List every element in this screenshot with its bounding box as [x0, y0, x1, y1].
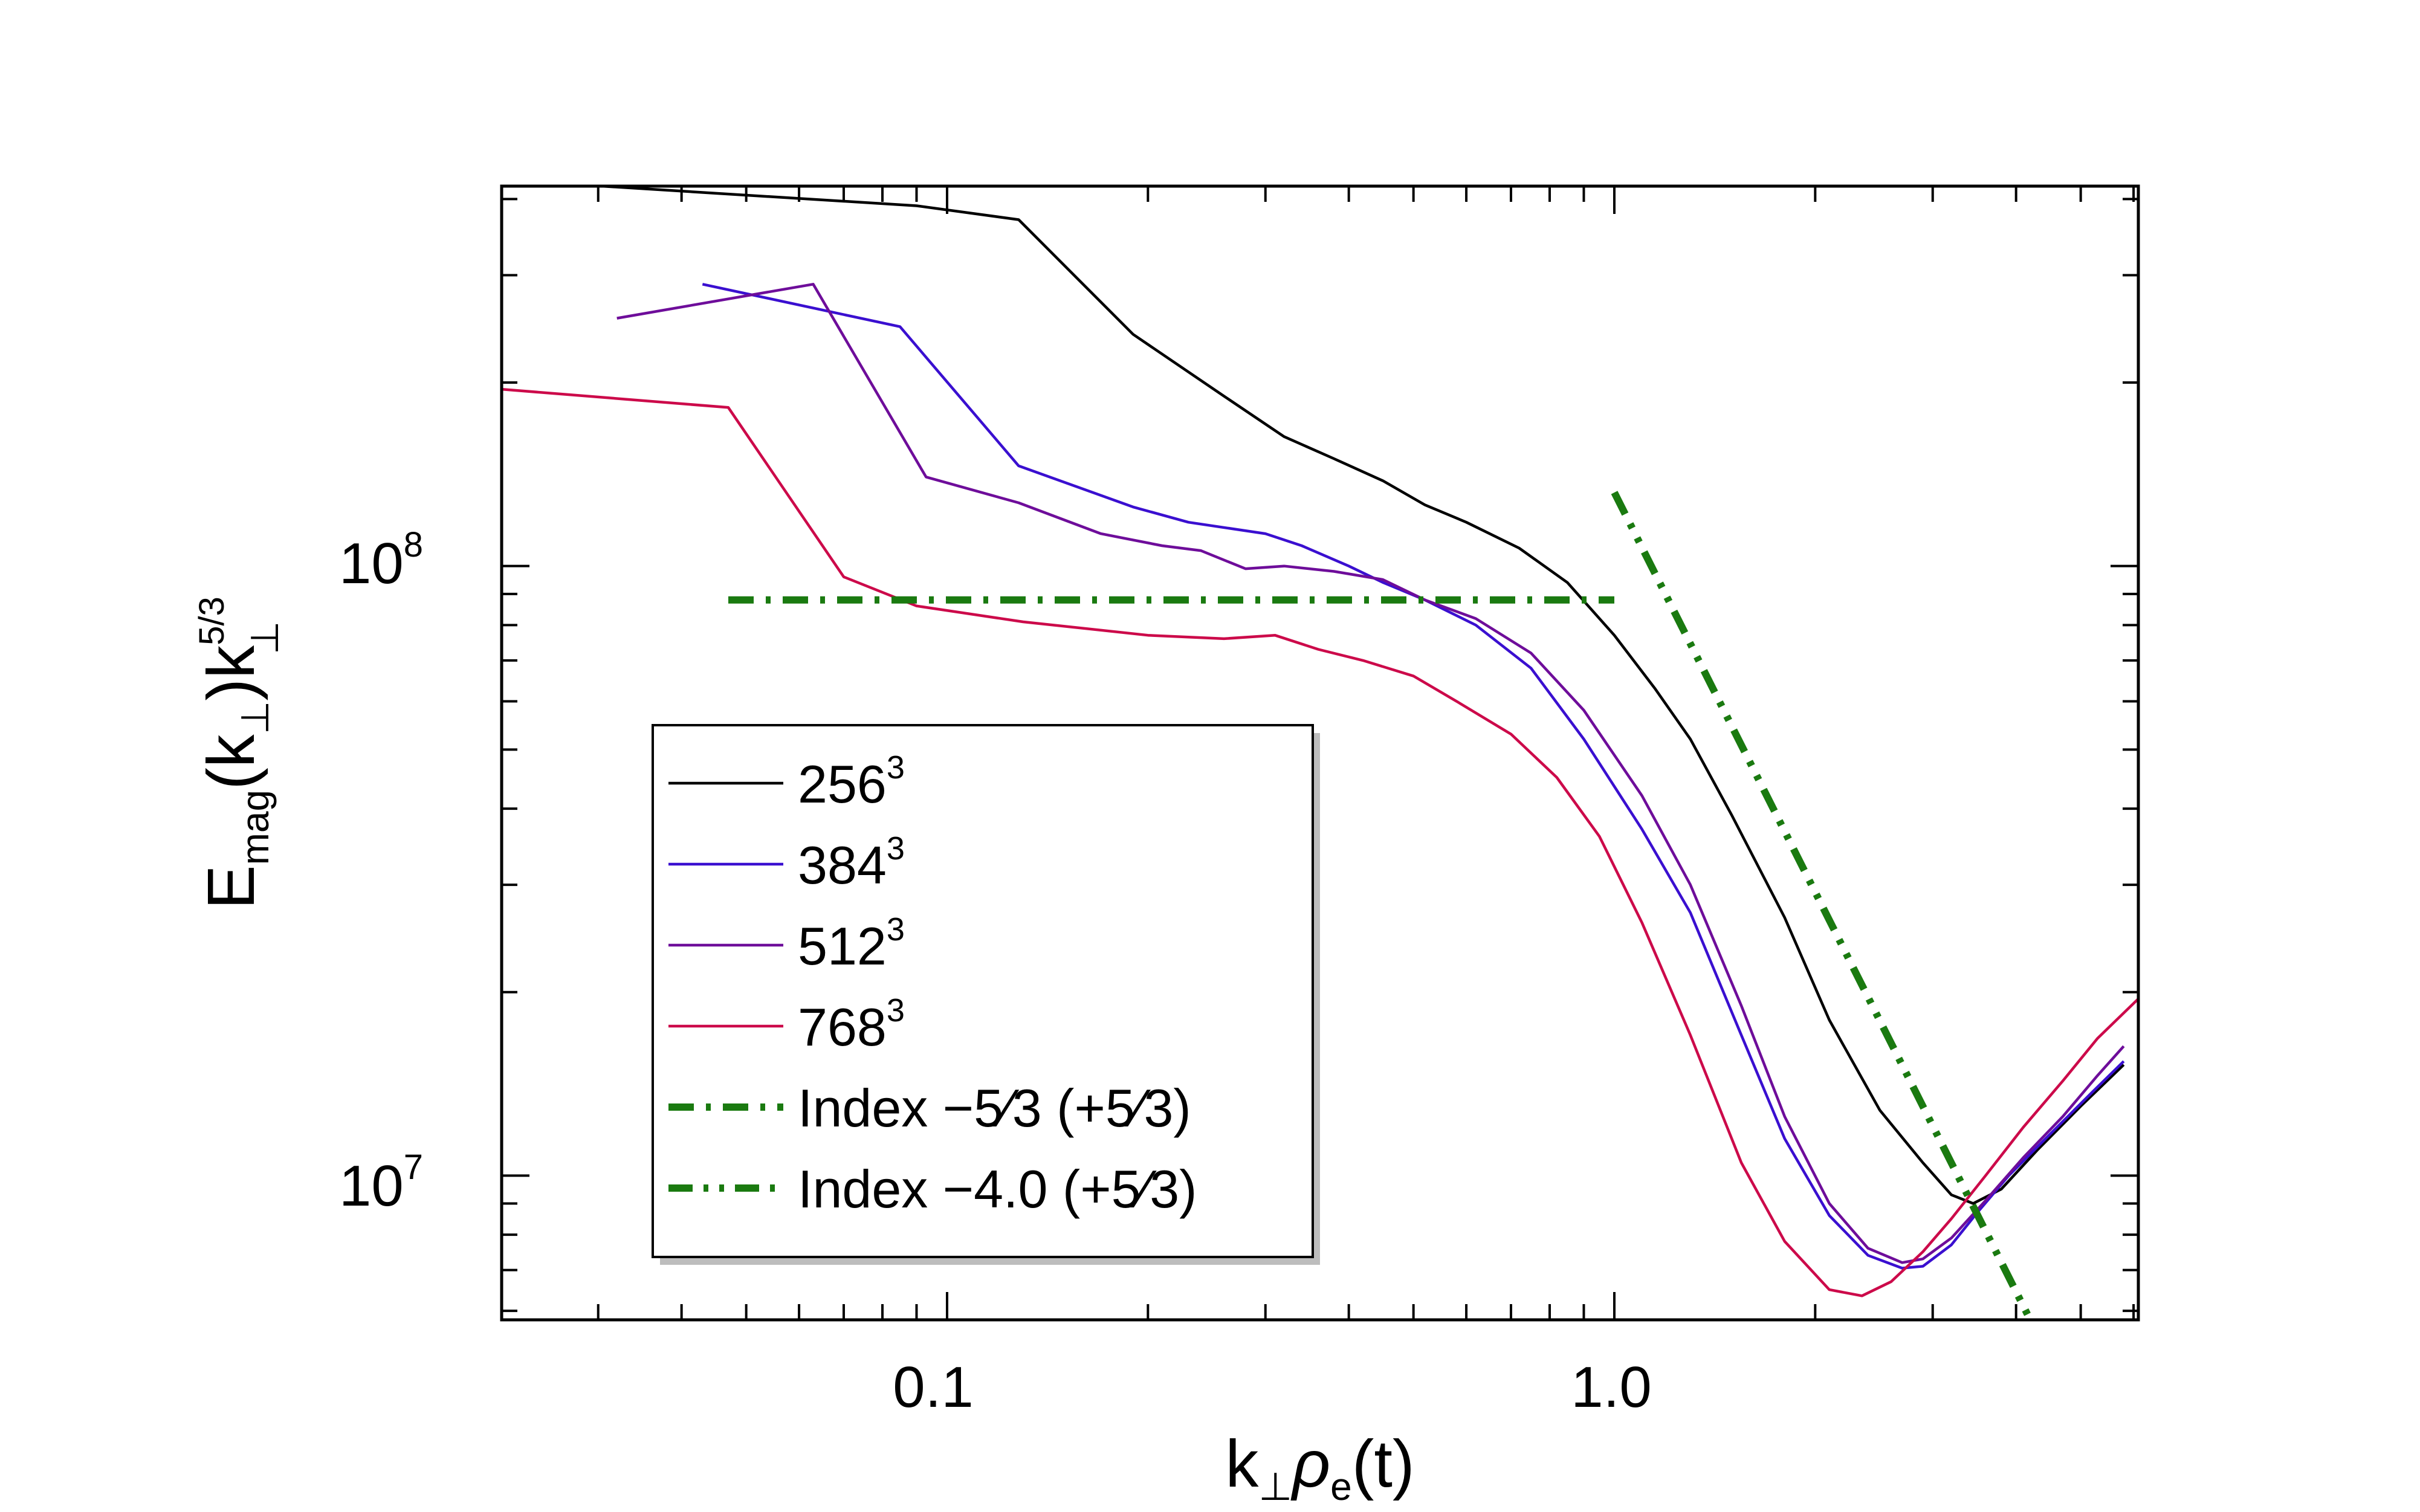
legend-label-0: 2563 [798, 749, 905, 814]
y-tick-base: 10 [339, 1154, 404, 1218]
legend: 2563 3843 5123 7683 Index −5⁄3 (+5⁄3) Index −… [652, 724, 1320, 1265]
series-layer [502, 186, 2138, 1320]
legend-box [652, 724, 1314, 1258]
y-tick-base: 10 [339, 531, 404, 596]
series-line-0 [580, 186, 2125, 1205]
x-tick-label: 1.0 [1571, 1355, 1651, 1420]
series-line-2 [616, 283, 2125, 1264]
y-tick-exp: 7 [404, 1148, 423, 1187]
series-line-1 [702, 283, 2125, 1270]
legend-entries: 2563 3843 5123 7683 Index −5⁄3 (+5⁄3) Index −… [668, 749, 1197, 1219]
y-tick-label: 108 [339, 525, 423, 596]
legend-label-1: 3843 [798, 830, 905, 895]
series-line-3 [502, 387, 2138, 1297]
legend-label-5: Index −4.0 (+5⁄3) [798, 1159, 1197, 1219]
y-axis-label: Emag(k⊥)k5/3 ⊥ [192, 596, 286, 909]
y-tick-label: 107 [339, 1148, 423, 1218]
legend-label-4: Index −5⁄3 (+5⁄3) [798, 1078, 1191, 1138]
plot-frame [500, 184, 2140, 1322]
series-line-5 [1611, 491, 2034, 1320]
legend-label-2: 5123 [798, 911, 905, 976]
x-tick-label: 0.1 [893, 1355, 973, 1420]
ticks-layer [502, 186, 2138, 1320]
y-tick-exp: 8 [404, 525, 423, 564]
legend-label-3: 7683 [798, 992, 905, 1057]
x-axis-label: k⊥ρe(t) [1225, 1427, 1414, 1508]
